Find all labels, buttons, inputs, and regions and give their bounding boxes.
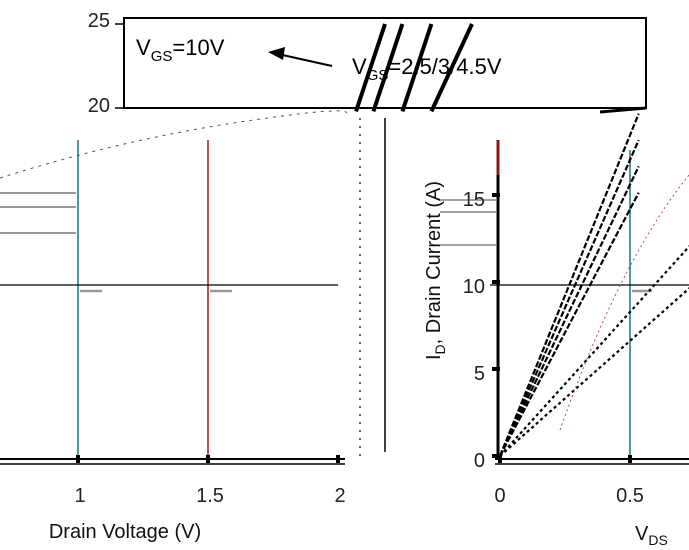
right-y-tick-0: 0 [474, 450, 485, 472]
right-y-tick-5: 5 [474, 363, 485, 385]
right-id-curve-6 [499, 287, 689, 457]
top-inset-frame [123, 17, 647, 109]
right-id-curve-1 [498, 113, 640, 457]
left-x-tick-1: 1 [74, 485, 85, 507]
vgs-low-prefix: V [352, 54, 367, 79]
left-x-tick-mark-1 [76, 455, 80, 463]
top-vgs-curve-4 [429, 23, 474, 113]
right-x-tick-mark-2 [628, 455, 632, 463]
vgs-10v-annotation: VGS=10V [136, 35, 225, 65]
right-x-tick-0-5: 0.5 [616, 485, 644, 507]
vgs-10v-prefix: V [136, 35, 151, 60]
right-y-tick-mark-4 [492, 193, 500, 197]
right-y-axis-label-sub: D [432, 344, 448, 354]
vgs-annotation-arrow-line [277, 53, 333, 67]
left-x-axis-label: Drain Voltage (V) [49, 521, 201, 543]
right-id-curve-2 [498, 139, 640, 457]
right-y-tick-10: 10 [463, 276, 485, 298]
left-x-tick-mark-2 [206, 455, 210, 463]
right-id-curve-5 [499, 245, 689, 457]
right-y-axis-label-main: I [423, 354, 445, 360]
left-x-tick-1-5: 1.5 [196, 485, 224, 507]
right-faint-curve [559, 174, 689, 431]
right-x-tick-0: 0 [494, 485, 505, 507]
vgs-annotation-arrowhead [268, 47, 285, 60]
top-y-tick-25: 25 [88, 10, 110, 32]
right-y-axis-label: ID, Drain Current (A) [423, 181, 448, 360]
left-x-tick-2: 2 [334, 485, 345, 507]
vgs-10v-suffix: =10V [172, 35, 224, 60]
vgs-10v-sub: GS [151, 48, 173, 65]
right-y-axis-label-rest: , Drain Current (A) [423, 181, 445, 344]
right-x-axis-label-main: V [635, 523, 649, 545]
left-faint-curve [0, 110, 348, 179]
right-id-curve-3 [499, 165, 640, 457]
top-vgs-curve-1 [354, 23, 387, 113]
top-y-tick-20: 20 [88, 95, 110, 117]
right-y-tick-mark-1 [492, 454, 500, 458]
right-id-curve-4 [499, 192, 640, 457]
right-y-tick-mark-2 [492, 367, 500, 371]
top-vgs-curve-2 [371, 23, 405, 113]
left-x-tick-mark-3 [336, 455, 340, 463]
right-y-tick-mark-3 [492, 280, 500, 284]
right-x-tick-mark-1 [498, 455, 502, 463]
right-top-bar [599, 106, 647, 114]
vgs-low-suffix: =2.5/3/4.5V [388, 54, 501, 79]
top-vgs-curve-3 [400, 23, 434, 113]
right-x-axis-label-sub: DS [648, 532, 667, 548]
right-x-axis-label: VDS [635, 523, 668, 548]
